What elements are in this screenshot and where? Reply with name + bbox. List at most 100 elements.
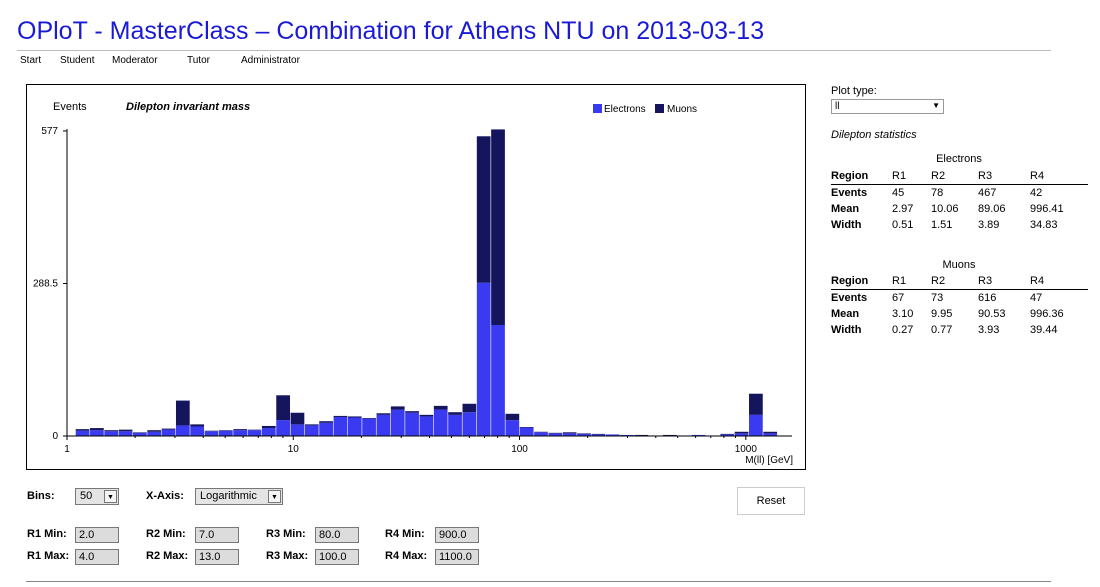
- muon-bar: [634, 434, 649, 436]
- electron-bar: [333, 416, 348, 436]
- electron-bar: [104, 431, 119, 436]
- muon-bar: [749, 393, 763, 415]
- electron-bar: [534, 432, 548, 436]
- muon-bar: [347, 416, 362, 418]
- r1-min-input[interactable]: [75, 527, 119, 543]
- plot-type-label: Plot type:: [831, 85, 877, 97]
- nav-item-student[interactable]: Student: [60, 55, 95, 66]
- electron-bar: [390, 409, 405, 436]
- nav-item-administrator[interactable]: Administrator: [241, 55, 300, 66]
- r3-min-input[interactable]: [315, 527, 359, 543]
- electrons-row-mean: Mean 2.97 10.06 89.06 996.41: [831, 201, 1088, 217]
- stat-cell: 67: [892, 292, 905, 304]
- electron-bar: [476, 282, 491, 436]
- r4-min-input[interactable]: [435, 527, 479, 543]
- muons-row-mean: Mean 3.10 9.95 90.53 996.36: [831, 306, 1088, 322]
- muon-bar: [577, 433, 591, 434]
- muon-bar: [462, 403, 477, 413]
- stat-cell: 3.89: [978, 219, 1000, 231]
- muon-bar: [261, 425, 276, 429]
- muon-bar: [147, 430, 162, 432]
- r2-max-input[interactable]: [195, 549, 239, 565]
- stat-cell: 996.36: [1030, 308, 1064, 320]
- muon-bar: [304, 424, 319, 426]
- stat-cell: 996.41: [1030, 203, 1064, 215]
- electron-bar: [175, 425, 190, 436]
- legend-label-muons: Muons: [667, 104, 697, 115]
- stat-cell: 89.06: [978, 203, 1006, 215]
- muon-bar: [763, 431, 778, 434]
- muons-row-events: Events 67 73 616 47: [831, 290, 1088, 307]
- electron-bar: [448, 414, 462, 436]
- xaxis-select[interactable]: Logarithmic ▼: [195, 488, 283, 505]
- stat-cell: 0.27: [892, 324, 914, 336]
- electron-bar: [276, 420, 290, 436]
- electron-bar: [734, 433, 749, 436]
- row-label: Mean: [831, 203, 860, 215]
- electron-bar: [261, 428, 276, 436]
- muon-bar: [233, 429, 248, 431]
- muon-bar: [218, 430, 233, 431]
- plot-type-select[interactable]: ll ▼: [831, 99, 944, 114]
- chevron-down-icon[interactable]: ▼: [932, 101, 940, 110]
- electron-bar: [376, 414, 391, 436]
- muon-bar: [290, 412, 305, 425]
- nav-item-moderator[interactable]: Moderator: [112, 55, 158, 66]
- nav-item-tutor[interactable]: Tutor: [187, 55, 210, 66]
- row-label: Events: [831, 187, 868, 199]
- electron-bar: [304, 425, 319, 436]
- bottom-divider: [26, 581, 1051, 582]
- xaxis-value: Logarithmic: [200, 490, 257, 502]
- muon-bar: [161, 428, 176, 430]
- r4-max-input[interactable]: [435, 549, 479, 565]
- electron-bar: [133, 432, 147, 436]
- electrons-row-region: Region R1 R2 R3 R4: [831, 168, 1088, 185]
- muon-bar: [405, 411, 419, 413]
- muon-bar: [448, 412, 462, 415]
- x-tick-label: 10: [288, 444, 300, 455]
- row-label: Region: [831, 273, 892, 290]
- electron-bar: [591, 434, 606, 436]
- r3-max-label: R3 Max:: [266, 550, 309, 562]
- stat-cell: 3.93: [978, 324, 1000, 336]
- stat-cell: 2.97: [892, 203, 914, 215]
- xaxis-label: X-Axis:: [146, 490, 184, 502]
- electron-bar: [147, 431, 162, 436]
- stat-cell: 0.77: [931, 324, 953, 336]
- r4-min-label: R4 Min:: [385, 528, 425, 540]
- muon-bar: [362, 418, 376, 419]
- bins-label: Bins:: [27, 490, 55, 502]
- r3-max-input[interactable]: [315, 549, 359, 565]
- stat-cell: 45: [892, 187, 905, 199]
- r3-min-label: R3 Min:: [266, 528, 306, 540]
- chart-title: Dilepton invariant mass: [126, 101, 250, 113]
- muon-bar: [562, 432, 577, 434]
- nav-item-start[interactable]: Start: [20, 55, 42, 66]
- muon-bar: [133, 432, 147, 433]
- y-tick-label: 288.5: [33, 279, 58, 290]
- reset-button[interactable]: Reset: [737, 487, 805, 515]
- dilepton-mass-histogram: 577 288.5 01 10 100 1000 Events Dilepton invari…: [33, 101, 793, 466]
- stat-cell: 73: [931, 292, 944, 304]
- muon-bar: [720, 433, 735, 435]
- chevron-down-icon[interactable]: ▼: [268, 490, 281, 503]
- r2-min-input[interactable]: [195, 527, 239, 543]
- chevron-down-icon[interactable]: ▼: [104, 490, 117, 503]
- muon-bar: [118, 429, 133, 432]
- electron-bar: [218, 430, 233, 436]
- bins-select[interactable]: 50 ▼: [75, 488, 119, 505]
- row-label: Mean: [831, 308, 860, 320]
- electron-bar: [519, 427, 534, 436]
- stat-cell: 10.06: [931, 203, 959, 215]
- muon-bar: [519, 427, 534, 428]
- muon-bar: [534, 431, 548, 433]
- legend-swatch-muons: [655, 104, 664, 113]
- bins-value: 50: [80, 490, 93, 502]
- r1-max-input[interactable]: [75, 549, 119, 565]
- muon-bar: [505, 413, 520, 421]
- region-header: R3: [978, 273, 1030, 290]
- x-tick-label: 1: [64, 444, 70, 455]
- stat-cell: 39.44: [1030, 324, 1058, 336]
- stat-cell: 78: [931, 187, 944, 199]
- muon-bar: [276, 395, 290, 421]
